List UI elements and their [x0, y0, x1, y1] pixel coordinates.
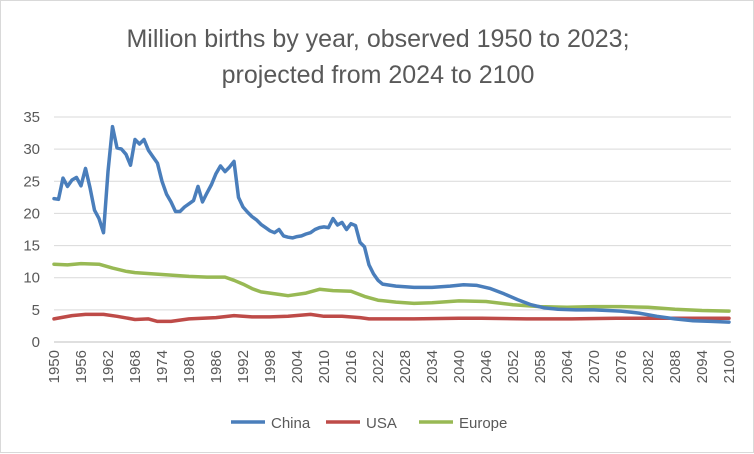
x-tick-label: 2064: [559, 350, 576, 383]
legend: China USA Europe: [231, 415, 507, 432]
y-tick-label: 20: [23, 205, 40, 222]
x-tick-label: 2046: [478, 350, 495, 383]
x-tick-label: 2100: [721, 350, 738, 383]
y-tick-label: 25: [23, 173, 40, 190]
y-tick-label: 30: [23, 141, 40, 158]
x-tick-label: 2082: [640, 350, 657, 383]
x-tick-label: 1980: [181, 350, 198, 383]
y-tick-label: 15: [23, 238, 40, 255]
legend-label: Europe: [459, 415, 507, 432]
y-tick-label: 5: [32, 302, 40, 319]
series-line-usa: [52, 312, 731, 324]
x-tick-label: 1986: [208, 350, 225, 383]
chart-title-line-1: Million births by year, observed 1950 to…: [126, 25, 629, 53]
x-tick-label: 2094: [694, 350, 711, 383]
chart-title-line-2: projected from 2024 to 2100: [222, 61, 535, 89]
x-tick-label: 2028: [397, 350, 414, 383]
x-tick-label: 1968: [127, 350, 144, 383]
x-tick-label: 2010: [316, 350, 333, 383]
legend-label: USA: [366, 415, 397, 432]
x-tick-label: 1998: [262, 350, 279, 383]
x-tick-label: 1956: [73, 350, 90, 383]
y-tick-label: 35: [23, 109, 40, 126]
x-tick-label: 1950: [46, 350, 63, 383]
x-tick-label: 2058: [532, 350, 549, 383]
x-tick-label: 2088: [667, 350, 684, 383]
x-tick-label: 2070: [586, 350, 603, 383]
x-tick-label: 2076: [613, 350, 630, 383]
x-tick-label: 2022: [370, 350, 387, 383]
x-axis-ticks: 1950 1956 1962 1968 1974 1980 1986 1992 1998 2004…: [46, 350, 738, 383]
legend-item-europe: Europe: [419, 415, 507, 432]
x-tick-label: 1992: [235, 350, 252, 383]
gridlines: [54, 116, 731, 343]
x-tick-label: 1974: [154, 350, 171, 383]
legend-item-usa: USA: [326, 415, 397, 432]
legend-label: China: [271, 415, 311, 432]
x-tick-label: 2034: [424, 350, 441, 383]
series-line-china: [52, 124, 731, 324]
series-lines: [52, 124, 731, 324]
y-tick-label: 0: [32, 334, 40, 351]
x-tick-label: 2040: [451, 350, 468, 383]
series-line-europe: [52, 261, 731, 313]
x-tick-label: 2052: [505, 350, 522, 383]
x-tick-label: 2004: [289, 350, 306, 383]
y-tick-label: 10: [23, 270, 40, 287]
x-tick-label: 2016: [343, 350, 360, 383]
legend-item-china: China: [231, 415, 311, 432]
y-axis-ticks: 0 5 10 15 20 25 30 35: [23, 109, 40, 351]
x-tick-label: 1962: [100, 350, 117, 383]
